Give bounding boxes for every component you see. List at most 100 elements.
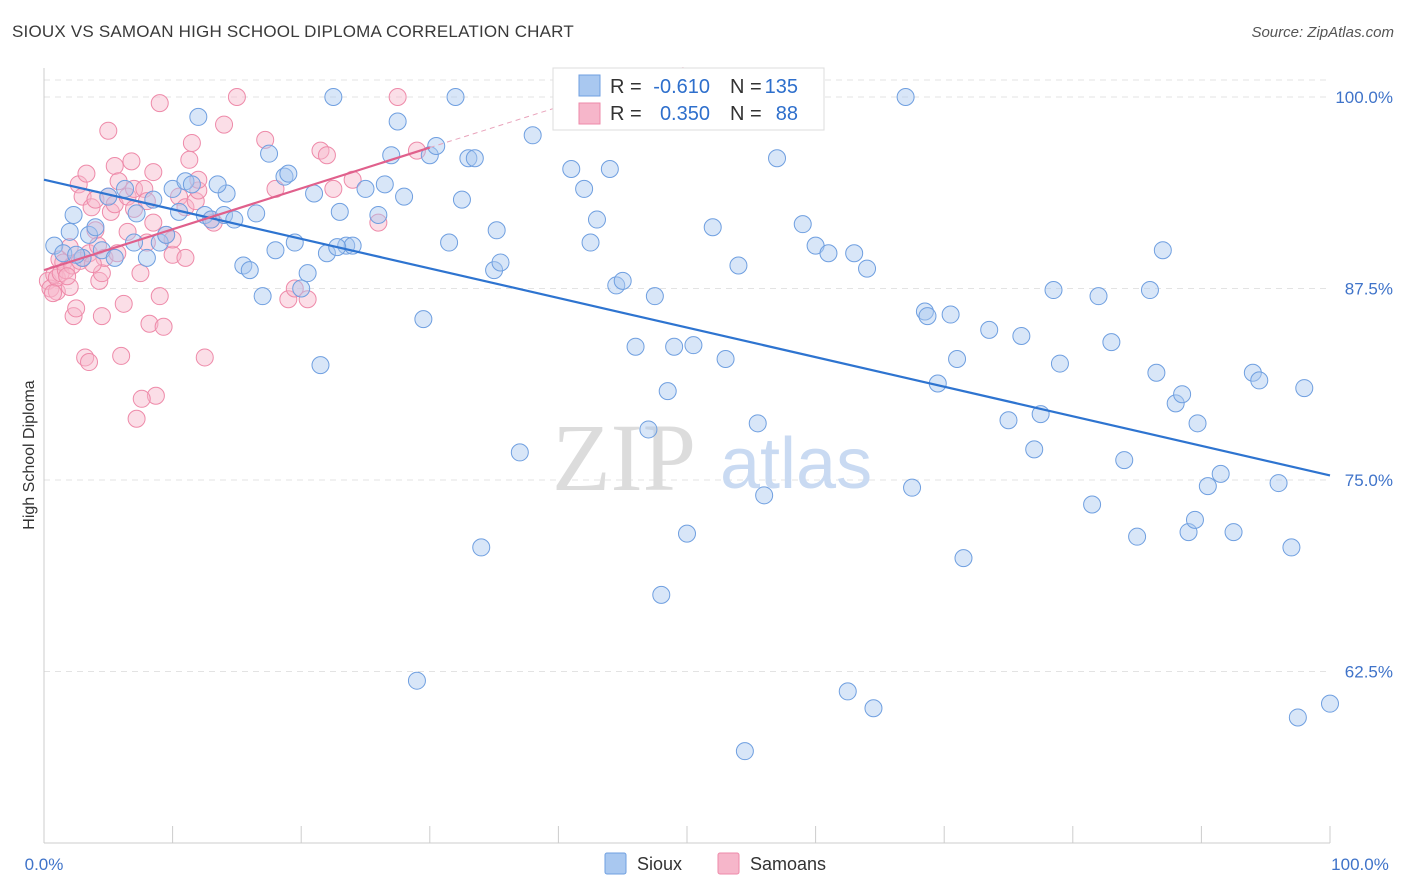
sioux-point xyxy=(1166,394,1185,413)
samoans-point xyxy=(58,267,77,286)
sioux-point xyxy=(639,420,658,439)
samoans-point xyxy=(131,264,150,283)
sioux-point xyxy=(137,248,156,267)
sioux-point xyxy=(768,149,787,168)
samoans-point xyxy=(180,150,199,169)
sioux-point xyxy=(45,236,64,255)
watermark-zip: ZIP xyxy=(552,404,696,511)
y-tick-label-1: 87.5% xyxy=(1345,280,1393,299)
sioux-point xyxy=(253,287,272,306)
sioux-point xyxy=(587,210,606,229)
samoans-series xyxy=(38,88,426,428)
sioux-point xyxy=(980,320,999,339)
samoans-point xyxy=(285,279,304,298)
sioux-point xyxy=(1012,326,1031,345)
y-tick-label-0: 100.0% xyxy=(1335,88,1393,107)
sioux-point xyxy=(903,478,922,497)
samoans-trend-line xyxy=(43,146,431,272)
sioux-point xyxy=(64,205,83,224)
x-tick-label-max: 100.0% xyxy=(1331,855,1389,874)
samoans-point xyxy=(122,152,141,171)
samoans-point xyxy=(112,346,131,365)
sioux-point xyxy=(562,160,581,179)
sioux-point xyxy=(735,742,754,761)
sioux-point xyxy=(896,88,915,106)
sioux-point xyxy=(1211,464,1230,483)
sioux-point xyxy=(240,261,259,280)
series-legend: Sioux Samoans xyxy=(604,852,826,875)
sioux-point xyxy=(1115,451,1134,470)
sioux-point xyxy=(607,276,626,295)
samoans-point xyxy=(150,287,169,306)
source-label: Source: ZipAtlas.com xyxy=(1251,24,1394,41)
sioux-point xyxy=(1295,379,1314,398)
samoans-point xyxy=(146,386,165,405)
sioux-point xyxy=(440,233,459,252)
sioux-point xyxy=(266,241,285,260)
sioux-point xyxy=(1044,281,1063,300)
legend-samoans-swatch xyxy=(578,102,601,125)
sioux-point xyxy=(645,287,664,306)
sioux-point xyxy=(446,88,465,106)
legend-samoans-r-value: 0.350 xyxy=(660,103,710,125)
sioux-series xyxy=(45,88,1339,761)
samoans-point xyxy=(369,213,388,232)
samoans-point xyxy=(140,314,159,333)
sioux-point xyxy=(485,261,504,280)
sioux-point xyxy=(487,221,506,240)
sioux-point xyxy=(581,233,600,252)
samoans-point xyxy=(215,115,234,134)
legend-samoans-n-value: 88 xyxy=(776,103,798,125)
sioux-point xyxy=(1128,527,1147,546)
sioux-point xyxy=(845,244,864,263)
y-axis-tick-labels: 100.0% 87.5% 75.0% 62.5% xyxy=(1335,88,1393,682)
sioux-point xyxy=(420,146,439,165)
sioux-trend-line xyxy=(43,178,1331,477)
sioux-point xyxy=(407,671,426,690)
sioux-point xyxy=(858,259,877,278)
y-axis-title: High School Diploma xyxy=(21,380,38,530)
samoans-point xyxy=(60,277,79,296)
sioux-point xyxy=(369,205,388,224)
sioux-point xyxy=(575,179,594,198)
sioux-point xyxy=(1083,495,1102,514)
samoans-point xyxy=(118,222,137,241)
legend-sioux-r-label: R = xyxy=(610,76,642,98)
sioux-point xyxy=(716,349,735,368)
samoans-point xyxy=(324,179,343,198)
sioux-point xyxy=(388,112,407,131)
sioux-point xyxy=(60,222,79,241)
legend-samoans-r-label: R = xyxy=(610,103,642,125)
legend-sioux-n-label: N = xyxy=(730,76,762,98)
samoans-point xyxy=(127,409,146,428)
sioux-point xyxy=(948,349,967,368)
sioux-point xyxy=(127,204,146,223)
x-axis-ticks xyxy=(43,826,1331,843)
samoans-point xyxy=(279,290,298,309)
sioux-point xyxy=(298,264,317,283)
samoans-point xyxy=(92,264,111,283)
sioux-point xyxy=(1243,363,1262,382)
sioux-point xyxy=(208,175,227,194)
samoans-point xyxy=(80,353,99,372)
sioux-point xyxy=(491,253,510,272)
sioux-point xyxy=(523,126,542,145)
sioux-point xyxy=(105,248,124,267)
sioux-point xyxy=(1250,371,1269,390)
sioux-point xyxy=(1188,414,1207,433)
samoans-point xyxy=(317,146,336,165)
sioux-point xyxy=(54,244,73,263)
sioux-point xyxy=(613,271,632,290)
sioux-point xyxy=(80,225,99,244)
sioux-point xyxy=(472,538,491,557)
samoans-point xyxy=(256,130,275,149)
samoans-point xyxy=(388,88,407,106)
y-tick-label-3: 62.5% xyxy=(1345,663,1393,682)
sioux-point xyxy=(1198,477,1217,496)
sioux-point xyxy=(658,382,677,401)
sioux-point xyxy=(918,307,937,326)
samoans-point xyxy=(67,299,86,318)
sioux-point xyxy=(999,411,1018,430)
sioux-point xyxy=(1147,363,1166,382)
sioux-point xyxy=(626,337,645,356)
